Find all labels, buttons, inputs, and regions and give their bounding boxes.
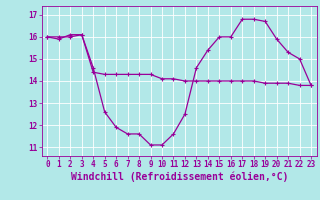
X-axis label: Windchill (Refroidissement éolien,°C): Windchill (Refroidissement éolien,°C) xyxy=(70,172,288,182)
